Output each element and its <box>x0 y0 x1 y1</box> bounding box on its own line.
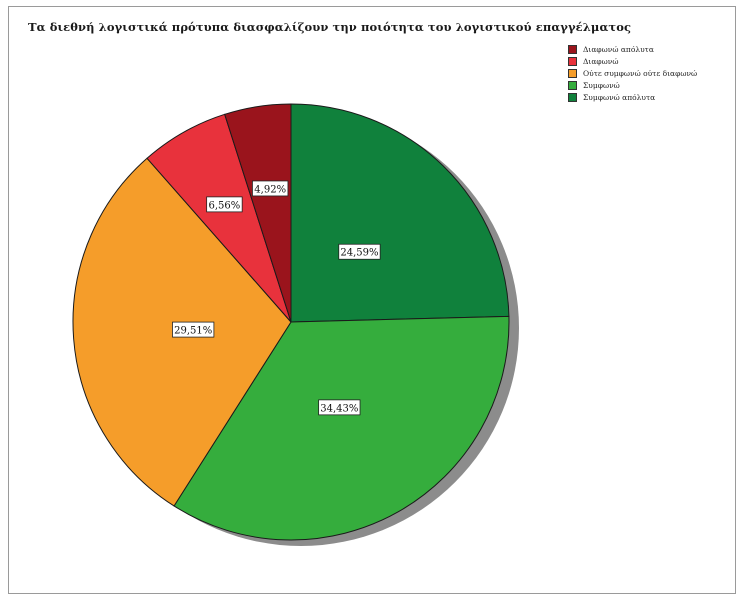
pie-label-διαφωνω: 6,56% <box>206 196 243 213</box>
pie-label-διαφωνω-απολυτα: 4,92% <box>252 180 289 197</box>
legend-swatch <box>568 45 577 54</box>
pie-slice-διαφωνω-απολυτα <box>224 103 292 323</box>
legend-item-ουτε-συμφωνω-ουτε-διαφωνω: Ούτε συμφωνώ ούτε διαφωνώ <box>568 69 728 78</box>
legend-item-διαφωνω: Διαφωνώ <box>568 57 728 66</box>
pie-label-box <box>318 399 361 416</box>
pie-slice-συμφωνω <box>173 315 510 541</box>
pie-labels: 24,59% 34,43% 29,51% 6,56% 4,92% <box>172 180 381 416</box>
pie-label-box <box>338 243 381 260</box>
legend-label: Συμφωνώ απόλυτα <box>583 93 656 102</box>
legend-swatch <box>568 69 577 78</box>
legend-label: Διαφωνώ <box>583 57 619 66</box>
pie-slices <box>72 103 510 541</box>
legend-label: Συμφωνώ <box>583 81 620 90</box>
pie-label-text: 34,43% <box>320 403 358 414</box>
pie-slice-συμφωνω-απολυτα <box>290 103 510 323</box>
legend-label: Διαφωνώ απόλυτα <box>583 45 654 54</box>
pie-label-text: 6,56% <box>209 200 241 211</box>
legend-swatch <box>568 93 577 102</box>
chart-legend: Διαφωνώ απόλυτα Διαφωνώ Ούτε συμφωνώ ούτε … <box>568 45 728 105</box>
legend-label: Ούτε συμφωνώ ούτε διαφωνώ <box>583 69 698 78</box>
legend-item-διαφωνω-απολυτα: Διαφωνώ απόλυτα <box>568 45 728 54</box>
pie-label-συμφωνω: 34,43% <box>318 399 361 416</box>
legend-item-συμφωνω: Συμφωνώ <box>568 81 728 90</box>
pie-label-text: 4,92% <box>254 184 286 195</box>
legend-item-συμφωνω-απολυτα: Συμφωνώ απόλυτα <box>568 93 728 102</box>
pie-label-text: 29,51% <box>174 326 212 337</box>
pie-label-box <box>206 196 243 213</box>
pie-label-συμφωνω-απολυτα: 24,59% <box>338 243 381 260</box>
pie-label-text: 24,59% <box>340 248 378 259</box>
legend-swatch <box>568 81 577 90</box>
legend-swatch <box>568 57 577 66</box>
chart-title: Τα διεθνή λογιστικά πρότυπα διασφαλίζουν… <box>28 20 632 34</box>
pie-label-box <box>172 321 215 338</box>
pie-label-box <box>252 180 289 197</box>
pie-label-ουτε-συμφωνω-ουτε-διαφωνω: 29,51% <box>172 321 215 338</box>
